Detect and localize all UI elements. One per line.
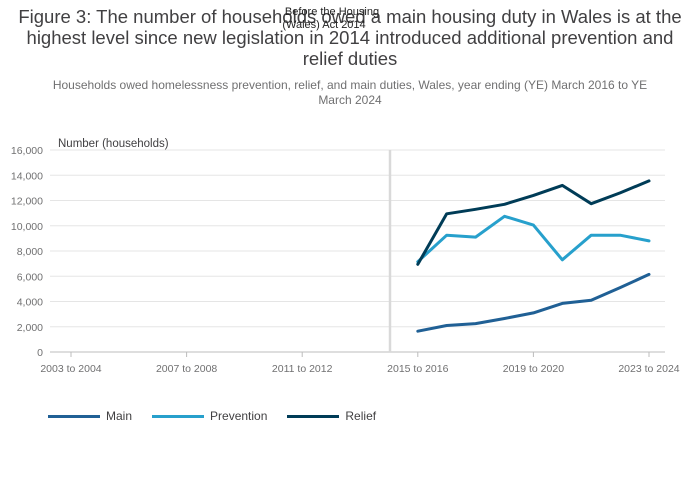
x-tick-label: 2011 to 2012	[272, 363, 333, 375]
legend-swatch	[287, 414, 340, 418]
y-tick-label: 16,000	[11, 145, 43, 157]
y-tick-label: 0	[37, 347, 43, 359]
x-tick-label: 2003 to 2004	[40, 363, 101, 375]
chart-title: Figure 3: The number of households owed …	[18, 6, 682, 69]
legend-item-prevention[interactable]: Prevention	[152, 409, 267, 423]
x-tick-label: 2023 to 2024	[618, 363, 679, 375]
x-axis-ticks: 2003 to 2004 2007 to 2008 2011 to 2012 2015…	[40, 352, 680, 375]
series-line-relief	[416, 179, 651, 266]
series-lines	[416, 179, 651, 333]
y-tick-label: 14,000	[11, 170, 43, 182]
legend-item-main[interactable]: Main	[48, 409, 132, 423]
legend-label: Prevention	[210, 409, 268, 423]
series-line-prevention	[416, 214, 651, 264]
legend-swatch	[48, 414, 100, 418]
y-tick-label: 10,000	[11, 221, 43, 233]
legend-label: Main	[106, 409, 133, 423]
annotation-line-1: Before the Housing	[285, 6, 379, 18]
legend: Main Prevention Relief	[48, 409, 376, 423]
x-tick-label: 2015 to 2016	[387, 363, 448, 375]
legend-swatch	[152, 414, 205, 418]
y-axis-ticks: 0 2,000 4,000 6,000 8,000 10,000 12,000 14,000 1…	[11, 145, 43, 359]
x-tick-label: 2007 to 2008	[156, 363, 217, 375]
y-tick-label: 4,000	[17, 297, 43, 309]
gridlines	[50, 149, 665, 353]
legend-label: Relief	[345, 409, 377, 423]
x-tick-label: 2019 to 2020	[503, 363, 564, 375]
y-tick-label: 2,000	[17, 322, 43, 334]
y-tick-label: 6,000	[17, 271, 43, 283]
y-tick-label: 8,000	[17, 246, 43, 258]
series-line-main	[416, 272, 651, 333]
legend-item-relief[interactable]: Relief	[287, 409, 376, 423]
chart-subtitle: Households owed homelessness prevention,…	[52, 78, 648, 107]
annotation-line-2: (Wales) Act 2014	[282, 19, 365, 31]
y-tick-label: 12,000	[11, 196, 43, 208]
y-axis-label: Number (households)	[58, 138, 169, 150]
